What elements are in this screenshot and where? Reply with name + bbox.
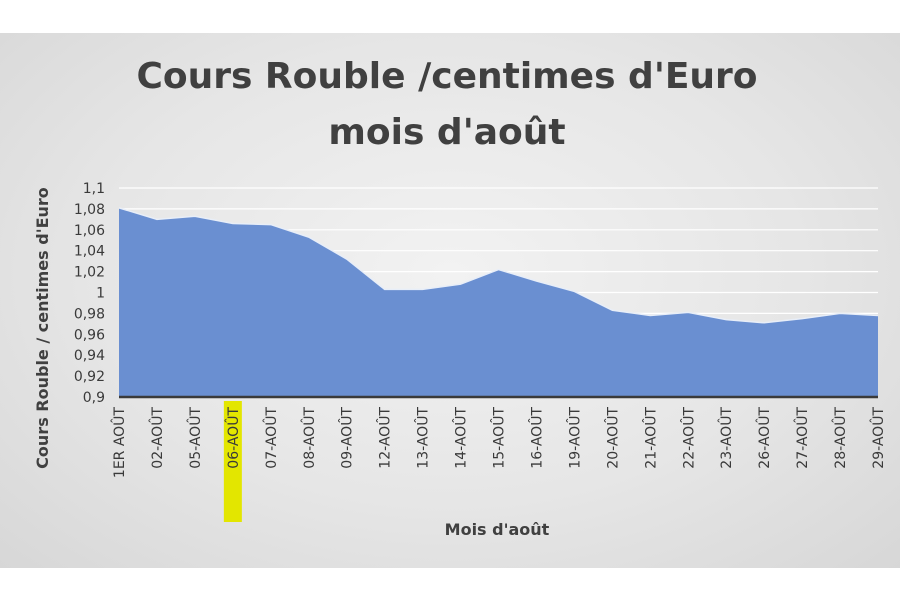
y-tick-label: 0,92 [74,369,105,385]
x-tick-label: 09-AOÛT [338,407,356,469]
x-tick-label: 13-AOÛT [414,407,432,469]
x-tick-label: 23-AOÛT [717,407,735,469]
x-axis-title: Mois d'août [445,520,550,539]
x-tick-label: 26-AOÛT [755,407,773,469]
x-tick-label: 08-AOÛT [300,407,318,469]
x-tick-label: 28-AOÛT [831,407,849,469]
x-tick-label: 05-AOÛT [186,407,204,469]
x-tick-label: 27-AOÛT [793,407,811,469]
x-tick-label: 29-AOÛT [869,407,887,469]
chart-title-line-2: mois d'août [328,112,565,153]
x-tick-label: 14-AOÛT [452,407,470,469]
x-tick-label: 12-AOÛT [376,407,394,469]
y-tick-label: 1,1 [83,181,105,197]
y-axis-title: Cours Rouble / centimes d'Euro [33,187,52,469]
highlight-marker [223,401,242,522]
chart-panel: Cours Rouble /centimes d'Euro mois d'aoû… [0,33,900,568]
x-tick-label: 15-AOÛT [490,407,508,469]
y-tick-labels: 0,9 0,92 0,94 0,96 0,98 1 1,02 1,04 1,06 1,08 1,1 [74,181,105,406]
x-tick-label: 02-AOÛT [148,407,166,469]
x-tick-label: 07-AOÛT [262,407,280,469]
x-tick-label: 1ER AOÛT [110,407,128,479]
chart-title-line-1: Cours Rouble /centimes d'Euro [136,56,757,97]
y-tick-label: 0,98 [74,306,105,322]
series-area [119,207,878,397]
highlight-layer [223,401,242,522]
x-tick-label: 21-AOÛT [641,407,659,469]
x-tick-label: 20-AOÛT [603,407,621,469]
y-tick-label: 1,08 [74,202,105,218]
area-chart: Cours Rouble /centimes d'Euro mois d'aoû… [33,56,887,539]
x-tick-labels: 1ER AOÛT 02-AOÛT 05-AOÛT 06-AOÛT 07-AOÛT 08-A… [110,407,887,479]
y-tick-label: 0,96 [74,327,105,343]
y-tick-label: 0,9 [83,390,105,406]
x-tick-label: 22-AOÛT [679,407,697,469]
y-tick-label: 1 [96,286,105,302]
y-tick-label: 1,06 [74,223,105,239]
y-tick-label: 1,04 [74,244,105,260]
x-tick-label: 06-AOÛT [224,407,242,469]
y-tick-label: 0,94 [74,348,105,364]
x-tick-label: 19-AOÛT [565,407,583,469]
x-tick-label: 16-AOÛT [527,407,545,469]
area-layer [118,207,879,399]
series-line [118,207,879,324]
y-tick-label: 1,02 [74,265,105,281]
